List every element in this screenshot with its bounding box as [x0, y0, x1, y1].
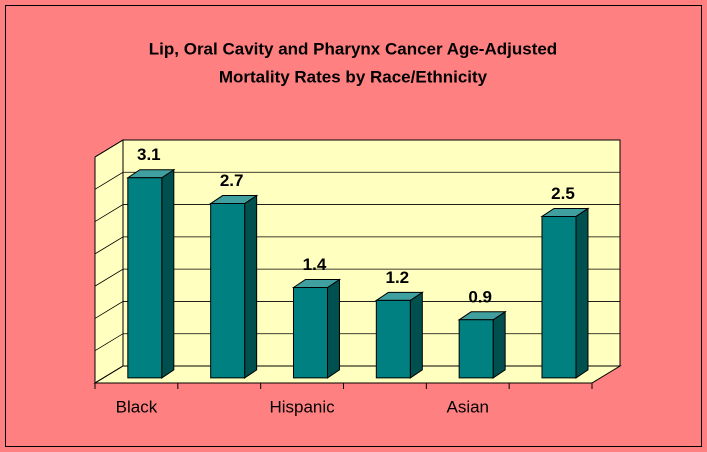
x-tick-label: Black — [116, 397, 158, 416]
bar-front — [292, 287, 328, 379]
chart-title: Mortality Rates by Race/Ethnicity — [219, 67, 488, 86]
bar — [540, 207, 590, 379]
grid-line — [94, 236, 620, 255]
bar — [457, 310, 507, 379]
bar-side — [575, 207, 589, 379]
data-label: 3.1 — [137, 145, 161, 164]
bar-side — [492, 310, 506, 379]
bar — [208, 194, 259, 379]
x-tick-label: Asian — [446, 397, 489, 416]
bar-side — [326, 278, 340, 379]
data-label: 1.2 — [385, 268, 409, 287]
grid-line — [94, 365, 620, 384]
bar-front — [541, 215, 577, 379]
bar — [126, 168, 176, 379]
grid-line — [94, 301, 620, 319]
grid-line — [94, 139, 620, 158]
grid-line — [94, 268, 620, 287]
chart-title: Lip, Oral Cavity and Pharynx Cancer Age-… — [149, 39, 557, 58]
data-label: 2.7 — [220, 171, 244, 190]
bar — [374, 291, 424, 379]
side-wall — [94, 139, 124, 384]
bar — [291, 278, 342, 379]
grid-line — [94, 171, 620, 190]
bar-front — [458, 319, 494, 379]
bar-front — [127, 177, 163, 379]
bar-side — [161, 168, 175, 379]
data-label: 0.9 — [468, 287, 492, 306]
grid-line — [94, 204, 620, 222]
bar-side — [409, 291, 423, 379]
grid-line — [94, 333, 620, 352]
data-label: 1.4 — [303, 255, 327, 274]
bar-side — [244, 194, 258, 379]
x-tick-label: Hispanic — [269, 397, 335, 416]
data-label: 2.5 — [551, 184, 575, 203]
chart-border — [5, 5, 702, 447]
bar-front — [210, 203, 246, 379]
bar-front — [375, 299, 411, 379]
